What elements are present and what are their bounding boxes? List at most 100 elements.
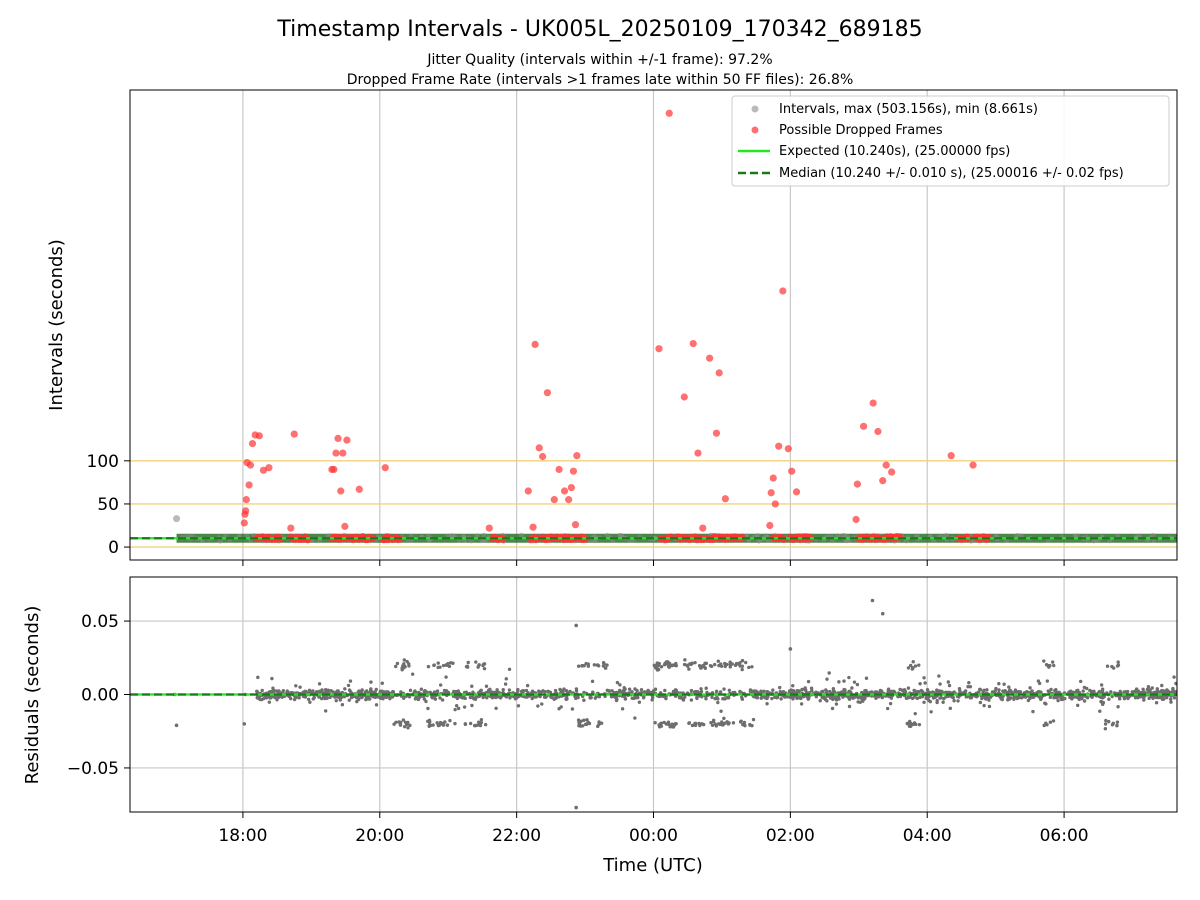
residual-point [633, 716, 637, 720]
residual-point [570, 707, 575, 711]
residual-point [705, 690, 709, 695]
residual-point [597, 720, 601, 724]
dropped-frame-39 [655, 345, 663, 353]
residual-point [750, 665, 754, 669]
residual-point [294, 684, 298, 688]
residual-point [927, 698, 931, 703]
residual-point [905, 722, 910, 726]
residual-point [722, 687, 726, 691]
dropped-frame-28 [535, 444, 543, 452]
residual-point [1160, 696, 1165, 700]
residual-point [804, 690, 809, 695]
residual-point [1101, 696, 1105, 700]
residual-point [855, 682, 860, 687]
residual-point [938, 696, 942, 700]
residual-point [605, 663, 609, 667]
residual-point [727, 688, 732, 692]
residual-point [374, 694, 378, 699]
residual-point [966, 684, 970, 689]
residual-point [863, 690, 867, 694]
residual-point [1139, 690, 1144, 695]
residual-point [1071, 695, 1076, 699]
residual-point [728, 665, 733, 669]
residual-point [391, 690, 395, 694]
residual-point [317, 682, 322, 686]
interval-point [755, 532, 761, 538]
residual-point [374, 703, 379, 707]
residual-point [1174, 681, 1177, 686]
residual-point [837, 680, 841, 684]
residual-point [1047, 665, 1051, 669]
residual-point [917, 722, 922, 727]
residual-point [967, 681, 971, 685]
dropped-frame-40 [665, 109, 673, 117]
dropped-frame-12 [287, 524, 295, 532]
dropped-frame-2 [242, 507, 250, 515]
residual-point [1008, 688, 1012, 692]
residuals-plot-area [130, 598, 1177, 810]
residual-point [779, 697, 783, 701]
residual-point [723, 697, 727, 701]
residual-point [303, 695, 308, 699]
dropped-frame-20 [341, 522, 349, 530]
residual-point [388, 696, 392, 701]
residual-point [710, 695, 714, 699]
residual-point [436, 665, 440, 670]
residual-point [1109, 690, 1113, 694]
residual-point [1031, 709, 1035, 714]
residual-point [778, 689, 782, 694]
residual-point [402, 662, 406, 666]
residual-point [918, 682, 922, 686]
residual-point [568, 689, 572, 694]
residual-point [775, 695, 780, 700]
dropped-frame-51 [769, 474, 777, 482]
residual-point [710, 723, 715, 728]
residual-point [1124, 690, 1129, 694]
residual-point [916, 690, 920, 694]
residual-point [738, 720, 743, 724]
residual-point [576, 695, 580, 700]
residual-point [641, 696, 646, 700]
intervals-x-ticks [242, 560, 1065, 566]
residual-point [718, 690, 723, 694]
residual-point [898, 694, 903, 699]
residual-point [306, 697, 311, 701]
residual-point [906, 666, 911, 670]
residual-outlier-9 [603, 666, 608, 670]
residual-point [1013, 688, 1018, 692]
residual-point [1100, 702, 1105, 707]
residual-point [407, 695, 412, 699]
residuals-y-tick-label-0: −0.05 [67, 759, 119, 779]
interval-point [474, 533, 480, 539]
dropped-frame-31 [550, 496, 558, 504]
residual-point [1002, 682, 1006, 686]
dropped-frame-16 [332, 449, 340, 457]
residual-point [394, 720, 398, 724]
residual-point [426, 719, 430, 724]
residual-point [576, 664, 581, 668]
residual-point [440, 698, 445, 702]
residual-point [507, 667, 512, 672]
residual-point [1103, 726, 1108, 731]
interval-point [834, 533, 840, 539]
residual-point [762, 689, 766, 694]
residual-point [734, 661, 739, 666]
residual-point [1105, 664, 1110, 668]
dropped-frame-64 [882, 461, 890, 469]
residual-outlier-8 [880, 611, 885, 616]
residual-point [1147, 696, 1151, 701]
residual-point [405, 722, 409, 726]
residual-point [709, 720, 713, 725]
dropped-frame-54 [779, 287, 787, 295]
residual-point [714, 689, 719, 694]
residual-point [1118, 689, 1122, 694]
residual-point [484, 684, 489, 688]
residual-point [402, 724, 407, 729]
residual-point [651, 689, 656, 693]
residual-point [610, 689, 614, 693]
residual-outlier-1 [174, 723, 179, 728]
residual-point [605, 688, 610, 692]
residual-point [770, 696, 774, 701]
residual-point [594, 694, 599, 699]
legend-intervals-marker [751, 105, 759, 113]
